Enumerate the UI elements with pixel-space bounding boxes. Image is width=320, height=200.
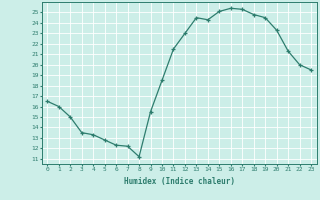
X-axis label: Humidex (Indice chaleur): Humidex (Indice chaleur): [124, 177, 235, 186]
